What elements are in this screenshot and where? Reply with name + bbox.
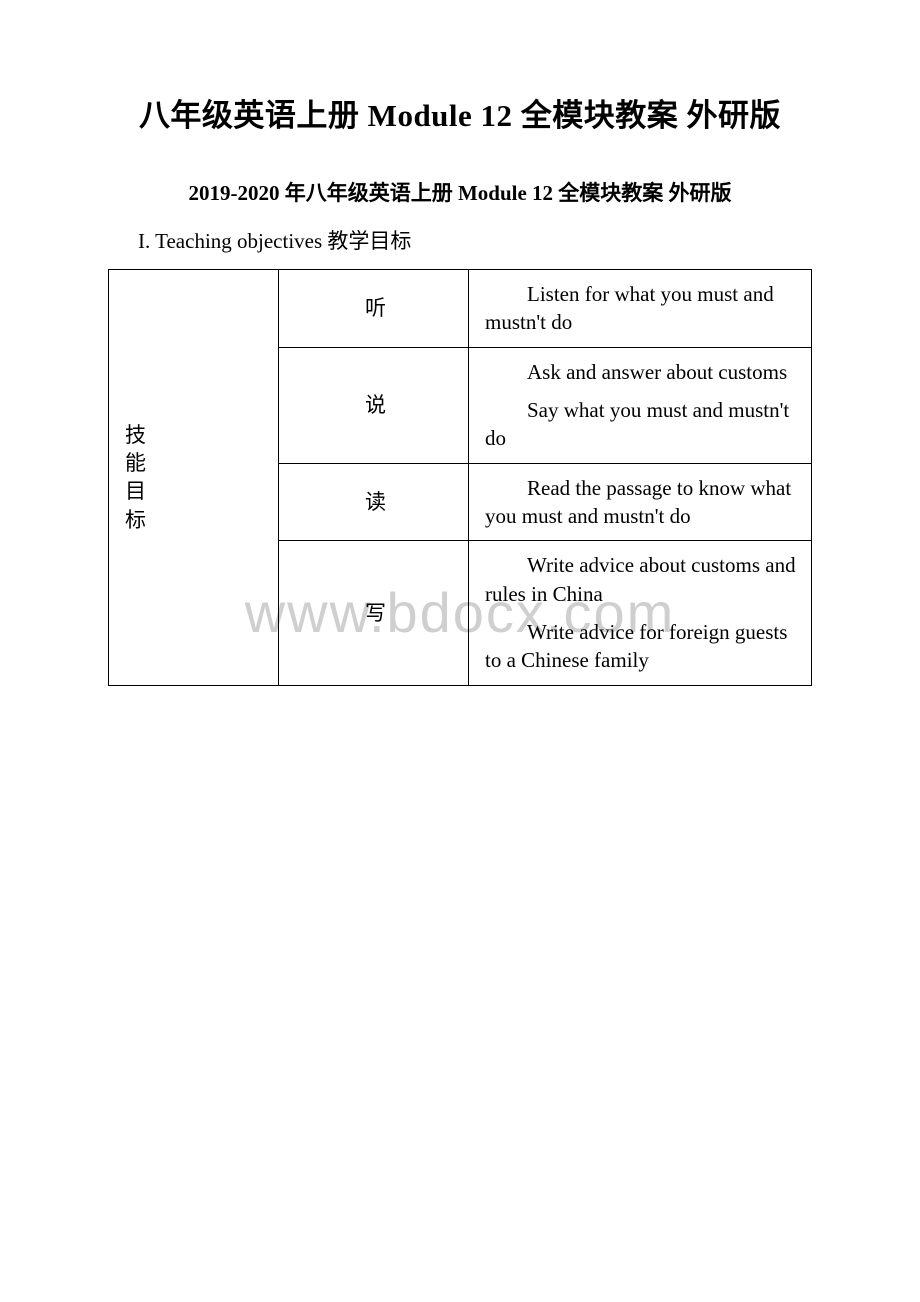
skill-cell: 写: [279, 541, 469, 685]
skill-cell: 读: [279, 463, 469, 541]
desc-para: Say what you must and mustn't do: [485, 396, 799, 453]
desc-para: Read the passage to know what you must a…: [485, 474, 799, 531]
col0-char: 标: [125, 508, 146, 532]
desc-para: Ask and answer about customs: [485, 358, 799, 386]
col0-char: 能: [125, 451, 146, 475]
table-row: 技 能 目 标 听 Listen for what you must and m…: [109, 270, 812, 348]
row-header-skill-goal: 技 能 目 标: [109, 270, 279, 686]
col0-char: 技: [125, 423, 146, 447]
desc-para: Listen for what you must and mustn't do: [485, 280, 799, 337]
doc-title: 八年级英语上册 Module 12 全模块教案 外研版: [108, 90, 812, 135]
desc-cell: Write advice about customs and rules in …: [469, 541, 812, 685]
doc-subtitle: 2019-2020 年八年级英语上册 Module 12 全模块教案 外研版: [108, 177, 812, 207]
desc-cell: Read the passage to know what you must a…: [469, 463, 812, 541]
desc-cell: Listen for what you must and mustn't do: [469, 270, 812, 348]
document-content: 八年级英语上册 Module 12 全模块教案 外研版 2019-2020 年八…: [108, 90, 812, 686]
objectives-table: 技 能 目 标 听 Listen for what you must and m…: [108, 269, 812, 686]
desc-para: Write advice for foreign guests to a Chi…: [485, 618, 799, 675]
section-heading: I. Teaching objectives 教学目标: [108, 225, 812, 255]
desc-para: Write advice about customs and rules in …: [485, 551, 799, 608]
skill-cell: 说: [279, 347, 469, 463]
skill-cell: 听: [279, 270, 469, 348]
desc-cell: Ask and answer about customs Say what yo…: [469, 347, 812, 463]
col0-char: 目: [125, 479, 146, 503]
